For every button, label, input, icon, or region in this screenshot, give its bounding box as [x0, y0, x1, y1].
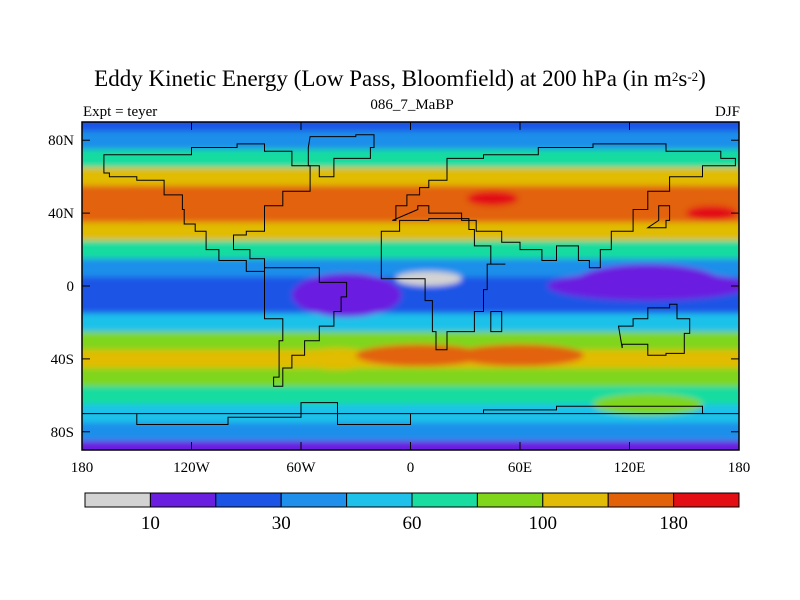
zonal-band — [82, 149, 739, 169]
coastline — [307, 134, 375, 178]
axes: 180 120W 60W 0 60E 120E 180 80N 40N 0 40S 80S — [48, 122, 750, 476]
colorbar-label: 30 — [272, 513, 291, 534]
x-tick-label: 180 — [728, 460, 751, 476]
zonal-band — [82, 331, 739, 351]
y-tick-label: 40S — [51, 352, 74, 368]
zonal-band — [82, 222, 739, 242]
zonal-band — [82, 386, 739, 406]
colorbar-swatch — [280, 492, 348, 508]
coastline — [490, 311, 503, 333]
coastline — [380, 218, 506, 351]
colorbar: 10 30 60 100 180 — [84, 492, 740, 534]
season-label: DJF — [714, 104, 740, 120]
experiment-label: Expt = teyer — [83, 104, 158, 120]
colorbar-swatch — [411, 492, 478, 508]
contour-region — [301, 347, 374, 370]
colorbar-swatch — [346, 492, 413, 508]
x-tick-label: 180 — [71, 460, 94, 476]
coastline — [103, 143, 311, 272]
colorbar-swatch — [673, 492, 740, 508]
colorbar-label: 180 — [659, 513, 688, 534]
zonal-band — [82, 368, 739, 388]
contour-feature — [395, 271, 462, 287]
y-tick-label: 80S — [51, 425, 74, 441]
coastline — [82, 402, 739, 425]
coastline — [646, 205, 671, 229]
contour-feature — [355, 344, 484, 367]
colorbar-swatch — [149, 492, 217, 508]
zonal-band — [82, 313, 739, 333]
contour-region — [82, 280, 210, 310]
zonal-band — [82, 167, 739, 187]
colorbar-label: 100 — [529, 513, 558, 534]
x-tick-label: 120W — [173, 460, 211, 476]
colorbar-label: 10 — [141, 513, 160, 534]
x-tick-label: 60E — [508, 460, 532, 476]
subtitle-label: 086_7_MaBP — [370, 97, 454, 113]
zonal-band — [82, 240, 739, 260]
colorbar-swatch — [607, 492, 675, 508]
colorbar-swatch — [215, 492, 282, 508]
zonal-band — [82, 422, 739, 442]
y-tick-label: 80N — [48, 133, 74, 149]
colorbar-swatch — [476, 492, 544, 508]
x-tick-label: 0 — [407, 460, 415, 476]
contour-region — [593, 393, 703, 416]
contour-region — [82, 185, 210, 223]
zonal-band — [82, 131, 739, 151]
colorbar-swatch — [84, 492, 151, 508]
x-tick-label: 60W — [286, 460, 316, 476]
contour-feature — [467, 191, 519, 206]
y-tick-label: 40N — [48, 206, 74, 222]
contour-feature — [574, 264, 721, 301]
contour-feature — [456, 344, 584, 367]
contour-feature — [686, 205, 738, 221]
colorbar-swatch — [542, 492, 609, 508]
colorbar-label: 60 — [403, 513, 422, 534]
coastline — [392, 143, 736, 269]
coastline — [617, 303, 691, 356]
y-tick-label: 0 — [67, 279, 75, 295]
coastline-outline — [82, 134, 739, 425]
zonal-band — [82, 295, 739, 315]
x-tick-label: 120E — [614, 460, 646, 476]
coastline — [264, 267, 348, 387]
chart-title: Eddy Kinetic Energy (Low Pass, Bloomfiel… — [94, 66, 706, 91]
